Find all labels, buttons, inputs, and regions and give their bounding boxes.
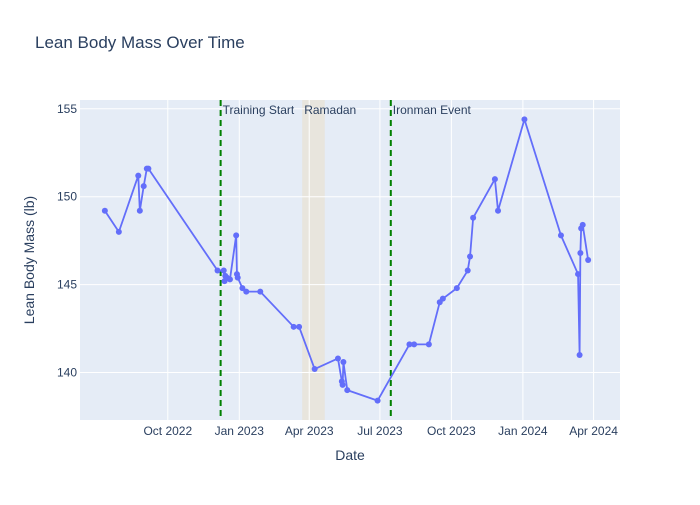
data-point <box>214 267 221 274</box>
data-point <box>243 288 250 295</box>
x-tick-label: Oct 2023 <box>427 424 476 438</box>
event-lines <box>219 100 392 420</box>
data-point <box>374 397 381 404</box>
chart-title: Lean Body Mass Over Time <box>35 33 245 52</box>
data-point <box>576 351 583 358</box>
data-point <box>340 358 347 365</box>
data-point <box>579 221 586 228</box>
data-point <box>296 323 303 330</box>
x-tick-label: Jan 2024 <box>498 424 548 438</box>
data-point <box>464 267 471 274</box>
data-point <box>233 232 240 239</box>
y-axis-title: Lean Body Mass (lb) <box>21 196 37 324</box>
data-point <box>115 228 122 235</box>
x-tick-label: Jul 2023 <box>357 424 403 438</box>
x-tick-label: Apr 2024 <box>569 424 618 438</box>
data-point <box>470 214 477 221</box>
data-point <box>239 285 246 292</box>
data-point <box>411 341 418 348</box>
data-point <box>453 285 460 292</box>
data-point <box>339 381 346 388</box>
data-point <box>577 249 584 256</box>
plot-area <box>80 100 620 420</box>
data-point <box>311 366 318 373</box>
data-point <box>226 276 233 283</box>
data-point <box>145 165 152 172</box>
data-point <box>439 295 446 302</box>
data-point <box>136 207 143 214</box>
x-tick-label: Oct 2022 <box>143 424 192 438</box>
annotation-label: Ironman Event <box>393 103 472 117</box>
data-point <box>257 288 264 295</box>
annotation-labels: Training Start Ramadan Ironman Event <box>223 103 472 117</box>
data-point <box>290 323 297 330</box>
y-tick-label: 150 <box>57 190 77 204</box>
annotation-label: Training Start <box>223 103 295 117</box>
data-point <box>585 257 592 263</box>
data-point <box>575 271 582 278</box>
data-markers <box>101 116 592 404</box>
annotation-label: Ramadan <box>304 103 356 117</box>
data-point <box>491 176 498 183</box>
data-point <box>334 355 341 362</box>
data-point <box>521 116 528 123</box>
x-tick-label: Jan 2023 <box>215 424 265 438</box>
data-point <box>344 387 351 394</box>
data-point <box>467 253 474 260</box>
gridlines <box>80 100 620 420</box>
shaded-regions <box>302 100 325 420</box>
y-tick-label: 155 <box>57 102 77 116</box>
x-axis-title: Date <box>335 447 365 463</box>
x-tick-labels: Oct 2022 Jan 2023 Apr 2023 Jul 2023 Oct 2023… <box>143 424 618 438</box>
data-point <box>220 267 227 274</box>
data-point <box>406 341 413 348</box>
data-point <box>101 207 108 214</box>
x-tick-label: Apr 2023 <box>285 424 334 438</box>
data-point <box>425 341 432 348</box>
data-point <box>140 183 147 190</box>
data-point <box>135 172 142 179</box>
data-point <box>234 274 241 281</box>
y-tick-labels: 140 145 150 155 <box>57 102 77 380</box>
data-point <box>495 207 502 214</box>
y-tick-label: 140 <box>57 366 77 380</box>
shaded-region <box>302 100 325 420</box>
data-point <box>557 232 564 239</box>
y-tick-label: 145 <box>57 278 77 292</box>
